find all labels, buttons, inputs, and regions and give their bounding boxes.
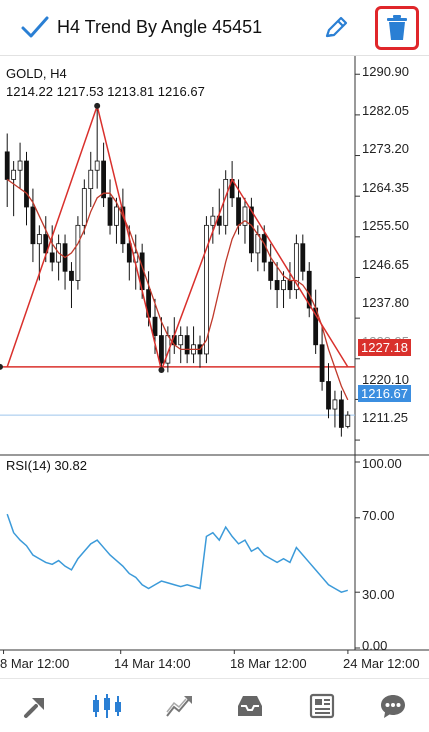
candle-body (159, 335, 164, 364)
price-tick: 1273.20 (362, 141, 409, 156)
candle-body (24, 160, 29, 208)
candle-body (204, 224, 209, 355)
history-icon (238, 695, 263, 716)
candle-body (94, 160, 100, 171)
rsi-tick: 100.00 (362, 456, 402, 471)
candle-body (236, 197, 241, 226)
time-tick: 18 Mar 12:00 (230, 656, 307, 671)
trade-icon (165, 695, 192, 717)
messages-icon (381, 694, 406, 718)
price-tick: 1237.80 (362, 295, 409, 310)
candle-body (293, 243, 299, 291)
candle-body (152, 316, 158, 336)
ohlc-readout: 1214.22 1217.53 1213.81 1216.67 (6, 84, 205, 99)
candle-body (120, 206, 126, 245)
candle-body (114, 206, 119, 226)
time-tick: 8 Mar 12:00 (0, 656, 70, 671)
candle-body (49, 252, 55, 263)
nav-messages[interactable] (368, 686, 418, 726)
candle-body (81, 188, 87, 226)
chart-icon (93, 693, 122, 718)
trend-level-tag: 1227.18 (358, 339, 411, 356)
moving-average-line (6, 178, 349, 401)
candle-body (300, 243, 306, 272)
nav-news[interactable] (297, 686, 347, 726)
chart-area[interactable] (0, 56, 429, 678)
price-tick: 1246.65 (362, 257, 409, 272)
candle-body (30, 206, 36, 245)
price-tick: 1282.05 (362, 103, 409, 118)
price-tick: 1290.90 (362, 64, 409, 79)
time-tick: 24 Mar 12:00 (343, 656, 420, 671)
symbol-label: GOLD, H4 (6, 66, 67, 81)
nav-history[interactable] (225, 686, 275, 726)
check-icon[interactable] (20, 14, 50, 40)
trash-icon (387, 15, 407, 40)
nav-chart[interactable] (82, 686, 132, 726)
trend-anchor-point (94, 102, 101, 109)
candle-body (36, 234, 42, 245)
current-price-tag: 1216.67 (358, 385, 411, 402)
candle-body (75, 224, 81, 281)
candle-body (11, 169, 17, 180)
price-tick: 1211.25 (362, 410, 409, 425)
candle-body (210, 215, 216, 226)
candle-body (107, 197, 113, 226)
candle-body (281, 280, 286, 291)
price-tick: 1255.50 (362, 218, 409, 233)
candle-body (274, 280, 280, 291)
news-icon (309, 693, 334, 718)
candle-body (4, 151, 10, 180)
rsi-label: RSI(14) 30.82 (6, 458, 87, 473)
candle-body (306, 270, 312, 309)
candle-body (287, 280, 293, 291)
object-title: H4 Trend By Angle 45451 (57, 17, 263, 37)
bottom-navigation (0, 678, 429, 732)
candle-body (345, 414, 351, 427)
candle-body (268, 261, 274, 281)
candle-body (101, 160, 107, 199)
time-tick: 14 Mar 14:00 (114, 656, 191, 671)
candle-body (69, 270, 74, 281)
quotes-icon (23, 697, 44, 718)
top-toolbar: H4 Trend By Angle 45451 (0, 0, 429, 56)
chart-canvas[interactable] (0, 56, 429, 678)
candle-body (338, 399, 344, 428)
candle-body (178, 335, 184, 346)
rsi-tick: 70.00 (362, 508, 395, 523)
candle-body (242, 206, 248, 226)
candle-body (126, 243, 132, 263)
rsi-tick: 30.00 (362, 587, 395, 602)
candle-body (261, 234, 267, 263)
candle-body (319, 344, 325, 382)
price-tick: 1264.35 (362, 180, 409, 195)
pencil-icon[interactable] (322, 14, 350, 42)
rsi-line (6, 513, 348, 594)
candle-body (326, 381, 331, 410)
nav-quotes[interactable] (11, 686, 61, 726)
candle-body (248, 206, 254, 254)
delete-button[interactable] (375, 6, 419, 50)
nav-trade[interactable] (154, 686, 204, 726)
candle-body (88, 169, 94, 190)
candle-body (332, 399, 338, 410)
trend-anchor-point (158, 367, 165, 374)
rsi-tick: 0.00 (362, 638, 388, 653)
candle-body (184, 335, 190, 355)
price-tick: 1220.10 (362, 372, 409, 387)
trend-anchor-point (0, 363, 3, 370)
candle-body (17, 160, 23, 171)
